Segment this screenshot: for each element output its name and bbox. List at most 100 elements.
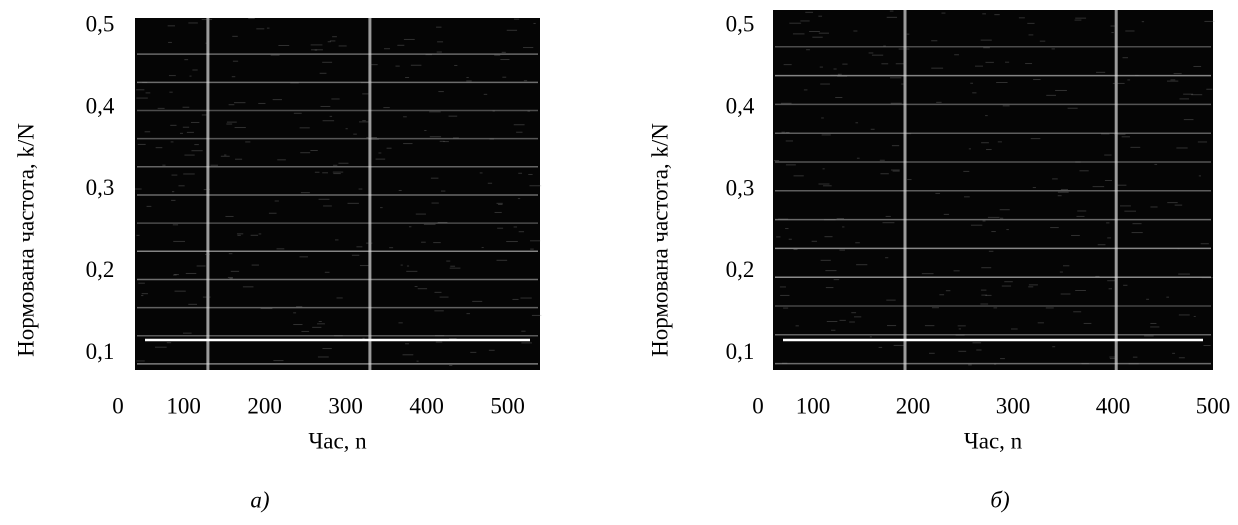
- noise: [1150, 322, 1157, 324]
- noise: [345, 128, 348, 130]
- noise: [1057, 195, 1062, 197]
- noise: [137, 143, 146, 145]
- noise: [818, 183, 830, 185]
- noise: [439, 140, 445, 142]
- noise: [516, 131, 523, 133]
- noise: [856, 264, 868, 266]
- noise: [512, 298, 519, 300]
- noise: [792, 33, 805, 35]
- noise: [941, 12, 946, 14]
- noise: [498, 203, 503, 205]
- noise: [825, 287, 834, 289]
- noise: [166, 342, 172, 344]
- noise: [1083, 322, 1092, 324]
- noise: [986, 149, 992, 151]
- noise: [906, 133, 912, 135]
- noise: [853, 30, 858, 32]
- noise: [226, 123, 233, 125]
- noise: [506, 241, 518, 243]
- noise: [312, 326, 322, 328]
- noise: [138, 282, 145, 284]
- noise: [162, 164, 166, 166]
- y-tick-label: 0,5: [726, 12, 755, 37]
- noise: [1167, 202, 1178, 204]
- noise: [976, 349, 982, 351]
- noise: [970, 224, 983, 226]
- noise: [322, 61, 333, 63]
- noise: [293, 112, 302, 114]
- noise: [421, 241, 426, 243]
- noise: [1075, 17, 1087, 19]
- noise: [837, 73, 842, 75]
- noise: [415, 213, 426, 215]
- noise: [142, 81, 148, 83]
- noise: [232, 60, 239, 62]
- noise: [408, 226, 412, 228]
- noise: [931, 40, 938, 42]
- noise: [780, 102, 792, 104]
- noise: [146, 205, 152, 207]
- noise: [871, 54, 884, 56]
- noise: [883, 45, 886, 47]
- noise: [1073, 311, 1082, 313]
- noise: [795, 325, 799, 327]
- noise: [1050, 227, 1059, 229]
- noise: [889, 10, 894, 12]
- noise: [436, 51, 442, 53]
- noise: [980, 289, 987, 291]
- noise: [1154, 163, 1158, 165]
- noise: [436, 26, 442, 28]
- noise: [317, 323, 325, 325]
- noise: [183, 173, 195, 175]
- noise: [958, 350, 967, 352]
- x-axis-label: Час, n: [964, 428, 1023, 453]
- noise: [518, 231, 525, 233]
- noise: [513, 226, 518, 228]
- noise: [359, 265, 369, 267]
- noise: [1112, 82, 1125, 84]
- noise: [1095, 275, 1100, 277]
- noise: [406, 265, 410, 267]
- noise: [785, 140, 794, 142]
- noise: [890, 77, 902, 79]
- noise: [943, 213, 950, 215]
- noise: [987, 216, 1000, 218]
- y-axis-label: Нормована частота, k/N: [13, 123, 38, 357]
- noise: [1011, 328, 1018, 330]
- noise: [434, 291, 442, 293]
- noise: [980, 303, 989, 305]
- noise: [958, 328, 961, 330]
- noise: [322, 120, 335, 122]
- noise: [529, 240, 541, 242]
- noise: [314, 49, 318, 51]
- noise: [227, 276, 233, 278]
- noise: [1134, 74, 1139, 76]
- noise: [781, 362, 788, 364]
- noise: [895, 63, 907, 65]
- caption: б): [990, 487, 1009, 512]
- noise: [141, 295, 144, 297]
- noise: [839, 249, 845, 251]
- noise: [414, 286, 418, 288]
- noise: [1004, 281, 1013, 283]
- noise: [1076, 215, 1085, 217]
- noise: [1018, 17, 1025, 19]
- noise: [513, 124, 525, 126]
- noise: [446, 260, 451, 262]
- noise: [531, 314, 542, 316]
- noise: [783, 64, 792, 66]
- noise: [1028, 286, 1034, 288]
- noise: [437, 221, 448, 223]
- noise: [1150, 206, 1158, 208]
- noise: [397, 44, 405, 46]
- noise: [880, 173, 889, 175]
- noise: [982, 13, 986, 15]
- noise: [836, 218, 845, 220]
- noise: [366, 137, 377, 139]
- noise: [1071, 234, 1080, 236]
- noise: [820, 259, 831, 261]
- noise: [882, 222, 895, 224]
- noise: [1121, 136, 1130, 138]
- noise: [853, 316, 862, 318]
- noise: [483, 93, 488, 95]
